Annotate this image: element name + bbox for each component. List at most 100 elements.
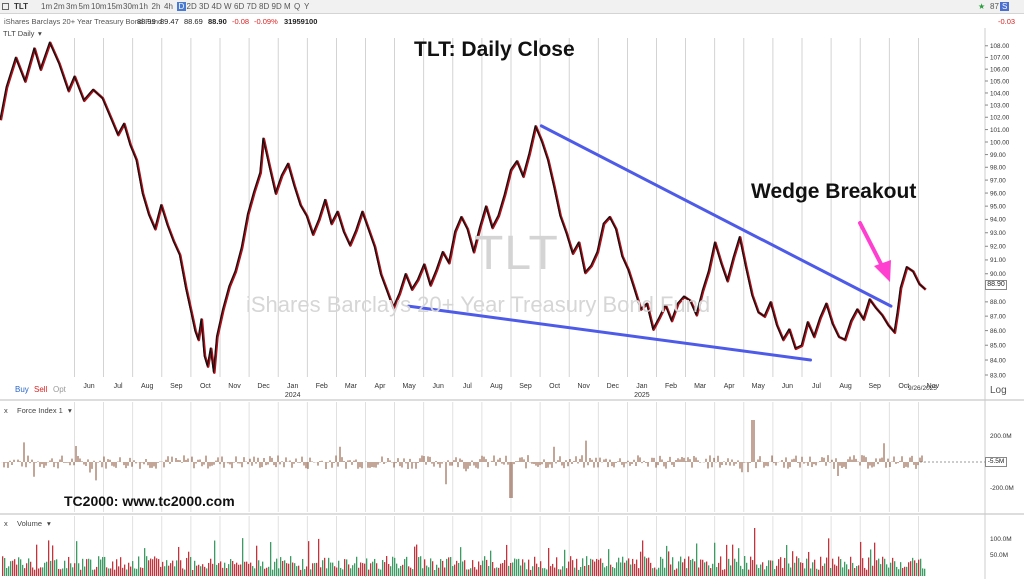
interval-6D[interactable]: 6D xyxy=(234,2,245,11)
interval-1m[interactable]: 1m xyxy=(41,2,53,11)
volume-bar xyxy=(796,556,798,576)
interval-5m[interactable]: 5m xyxy=(78,2,90,11)
log-scale-toggle[interactable]: Log xyxy=(990,385,1007,396)
close-icon[interactable]: x xyxy=(4,519,8,528)
interval-8D[interactable]: 8D xyxy=(259,2,270,11)
interval-2D[interactable]: 2D xyxy=(186,2,197,11)
volume-bar xyxy=(220,561,222,576)
volume-bar xyxy=(376,563,378,576)
volume-bar xyxy=(48,540,50,576)
volume-bar xyxy=(596,558,598,576)
year-label: 2024 xyxy=(285,392,301,399)
volume-bar xyxy=(612,566,614,576)
volume-bar xyxy=(2,556,4,576)
interval-3D[interactable]: 3D xyxy=(199,2,210,11)
layout-grid-icon[interactable] xyxy=(2,3,9,10)
volume-bar xyxy=(882,556,884,576)
alert-badge[interactable]: 87 xyxy=(990,2,999,11)
volume-bar xyxy=(722,569,724,576)
volume-bar xyxy=(476,569,478,576)
volume-bar xyxy=(350,568,352,576)
breakout-arrow xyxy=(858,221,891,282)
volume-bar xyxy=(474,567,476,576)
price-line-shadow xyxy=(0,41,927,374)
chevron-down-icon[interactable]: ▾ xyxy=(68,406,72,415)
volume-bar xyxy=(398,568,400,576)
price-tick-label: 108.00 xyxy=(990,43,1010,50)
interval-3m[interactable]: 3m xyxy=(66,2,78,11)
interval-1h[interactable]: 1h xyxy=(139,2,148,11)
background-symbol: TLT xyxy=(474,227,559,280)
volume-bar xyxy=(588,565,590,576)
volume-bar xyxy=(44,562,46,576)
interval-M[interactable]: M xyxy=(284,2,291,11)
volume-bar xyxy=(890,562,892,576)
interval-W[interactable]: W xyxy=(224,2,232,11)
interval-4h[interactable]: 4h xyxy=(164,2,173,11)
volume-bar xyxy=(248,563,250,576)
volume-bar xyxy=(628,558,630,576)
volume-bar xyxy=(146,556,148,576)
volume-bar xyxy=(902,567,904,576)
price-tag-icon[interactable]: S xyxy=(1000,2,1010,11)
volume-bar xyxy=(144,548,146,576)
volume-bar xyxy=(266,567,268,576)
star-icon[interactable]: ★ xyxy=(978,2,986,11)
interval-15m[interactable]: 15m xyxy=(107,2,123,11)
volume-bar xyxy=(132,561,134,576)
price-tick-label: 90.00 xyxy=(990,271,1006,278)
volume-bar xyxy=(256,545,258,576)
interval-2m[interactable]: 2m xyxy=(53,2,65,11)
volume-bar xyxy=(678,561,680,576)
symbol-field[interactable]: TLT xyxy=(14,2,29,11)
volume-bar xyxy=(914,560,916,576)
chevron-down-icon[interactable]: ▾ xyxy=(47,519,51,528)
interval-Y[interactable]: Y xyxy=(304,2,310,11)
volume-bar xyxy=(548,547,550,576)
volume-bar xyxy=(286,563,288,576)
volume-bar xyxy=(38,568,40,576)
volume-bar xyxy=(384,562,386,576)
volume-bar xyxy=(610,564,612,576)
volume-bar xyxy=(314,563,316,576)
interval-Q[interactable]: Q xyxy=(294,2,301,11)
volume-bar xyxy=(544,568,546,576)
chart-gridlines xyxy=(0,28,1024,579)
volume-bar xyxy=(872,565,874,576)
volume-bar xyxy=(200,566,202,576)
buy-button[interactable]: Buy xyxy=(15,385,29,394)
volume-bar xyxy=(76,541,78,576)
volume-bar xyxy=(320,567,322,576)
volume-bar xyxy=(794,562,796,576)
volume-bar xyxy=(214,540,216,576)
option-button[interactable]: Opt xyxy=(53,385,66,394)
volume-bar xyxy=(250,562,252,576)
volume-bar xyxy=(170,563,172,576)
volume-bar xyxy=(60,569,62,576)
close-icon[interactable]: x xyxy=(4,406,8,415)
volume-label[interactable]: Volume xyxy=(17,519,43,528)
volume-bar xyxy=(260,566,262,576)
interval-D[interactable]: D xyxy=(176,2,187,11)
chevron-down-icon[interactable]: ▾ xyxy=(38,29,42,38)
interval-10m[interactable]: 10m xyxy=(91,2,107,11)
interval-4D[interactable]: 4D xyxy=(211,2,222,11)
interval-7D[interactable]: 7D xyxy=(246,2,257,11)
interval-30m[interactable]: 30m xyxy=(123,2,139,11)
volume-bar xyxy=(622,556,624,576)
force-index-label[interactable]: Force Index 1 xyxy=(17,406,63,415)
month-label: Oct xyxy=(549,383,560,390)
price-pane-label[interactable]: TLT Daily xyxy=(3,29,35,38)
month-label: Aug xyxy=(490,383,503,390)
volume-bar xyxy=(20,559,22,576)
volume-bar xyxy=(668,551,670,576)
interval-9D[interactable]: 9D xyxy=(271,2,282,11)
volume-bar xyxy=(718,562,720,576)
volume-bar xyxy=(402,564,404,576)
volume-bar xyxy=(292,562,294,576)
volume-bar xyxy=(560,569,562,576)
interval-2h[interactable]: 2h xyxy=(151,2,161,11)
volume-bar xyxy=(316,562,318,576)
volume-bar xyxy=(500,563,502,576)
sell-button[interactable]: Sell xyxy=(34,385,48,394)
